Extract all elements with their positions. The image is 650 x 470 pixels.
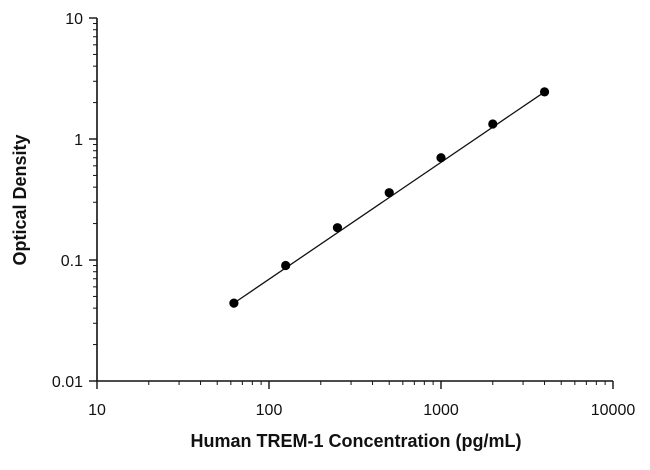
data-point [488,119,498,129]
tick-group [89,17,614,389]
data-point [436,153,446,163]
standard-curve-line [233,91,545,304]
x-tick-label: 100 [256,402,283,419]
data-point [332,223,343,233]
x-tick-label: 1000 [423,402,459,419]
y-tick-label: 0.01 [52,374,83,391]
x-tick-label: 10 [88,402,106,419]
y-axis-title: Optical Density [10,134,30,265]
data-point-group [229,87,550,308]
y-tick-label: 10 [65,11,83,28]
data-point [229,298,239,308]
y-tick-label: 1 [74,132,83,149]
data-point [384,188,394,198]
x-axis-title: Human TREM-1 Concentration (pg/mL) [191,431,522,451]
axes-group [96,18,613,382]
data-point [281,260,291,271]
fit-line-group [233,91,545,304]
y-tick-label: 0.1 [61,253,83,270]
tick-label-group: 10 100 1000 10000 0.01 0.1 1 10 [52,11,635,419]
data-point [539,87,550,97]
x-tick-label: 10000 [591,402,636,419]
